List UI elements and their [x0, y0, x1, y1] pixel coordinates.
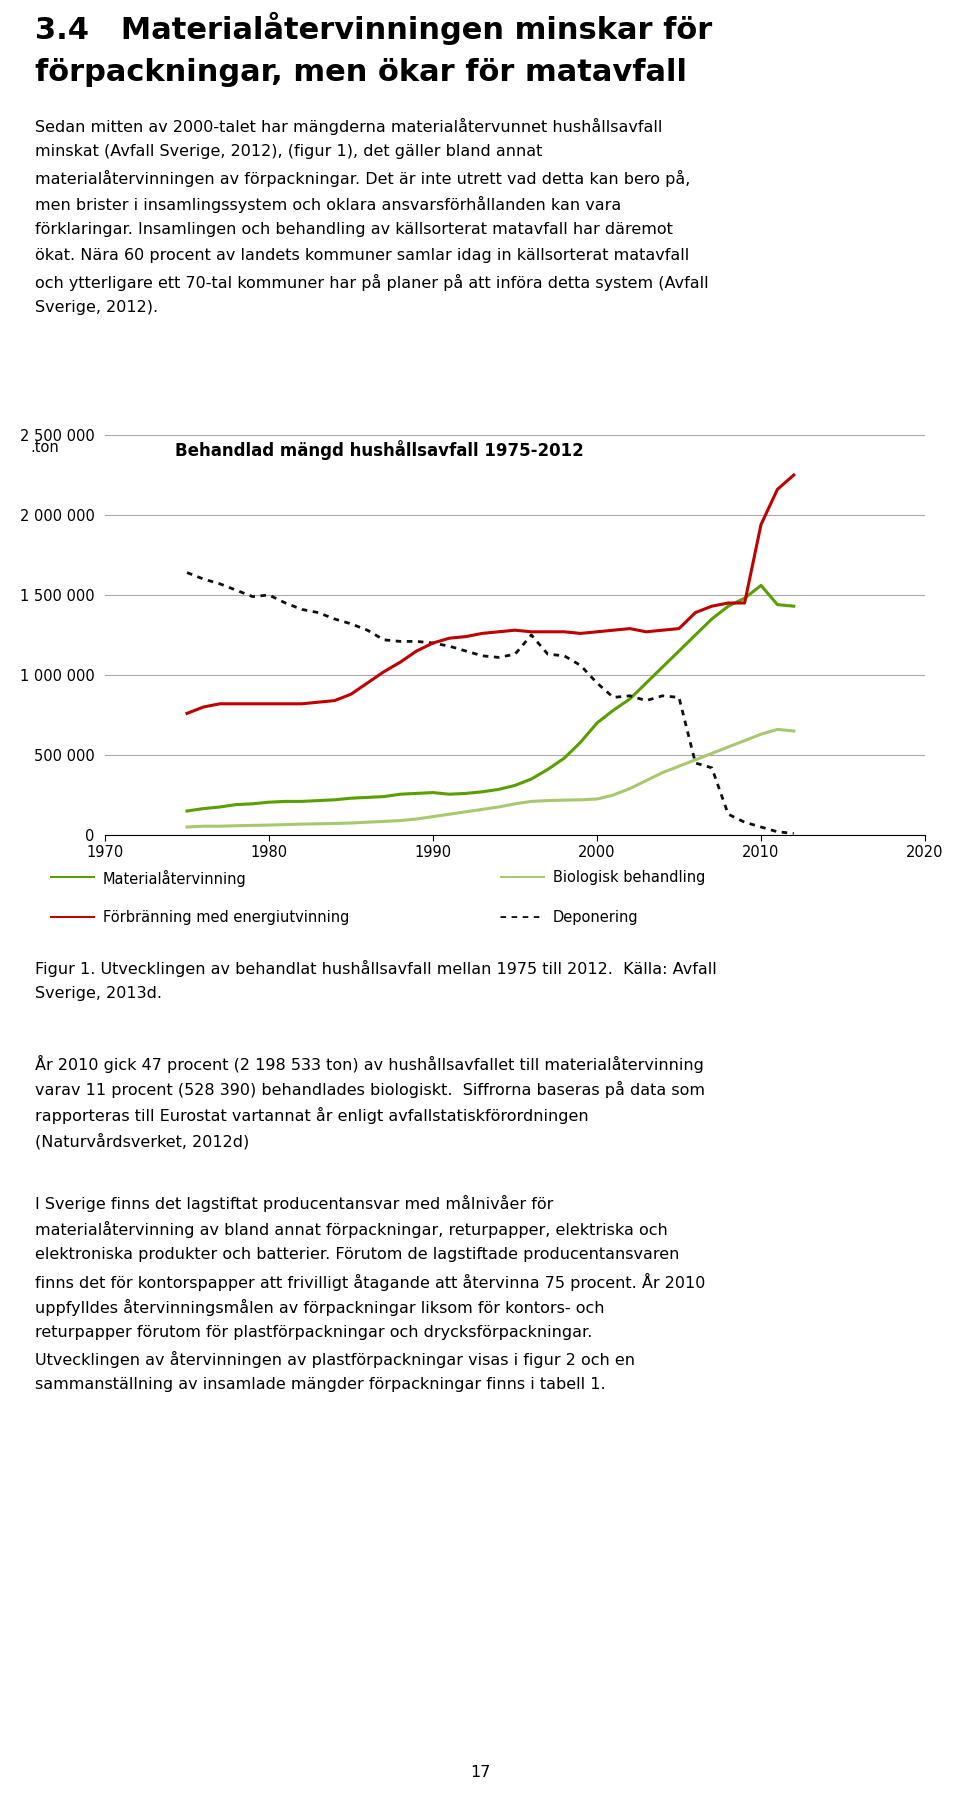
Text: sammanställning av insamlade mängder förpackningar finns i tabell 1.: sammanställning av insamlade mängder för… [35, 1377, 606, 1391]
Text: men brister i insamlingssystem och oklara ansvarsförhållanden kan vara: men brister i insamlingssystem och oklar… [35, 196, 621, 212]
Text: 17: 17 [469, 1766, 491, 1780]
Text: rapporteras till Eurostat vartannat år enligt avfallstatiskförordningen: rapporteras till Eurostat vartannat år e… [35, 1107, 588, 1123]
Text: 3.4   Materialåtervinningen minskar för: 3.4 Materialåtervinningen minskar för [35, 13, 712, 45]
Text: År 2010 gick 47 procent (2 198 533 ton) av hushållsavfallet till materialåtervin: År 2010 gick 47 procent (2 198 533 ton) … [35, 1055, 704, 1073]
Text: Sedan mitten av 2000-talet har mängderna materialåtervunnet hushållsavfall: Sedan mitten av 2000-talet har mängderna… [35, 119, 662, 135]
Text: Deponering: Deponering [553, 911, 638, 925]
Text: .ton: .ton [30, 439, 59, 455]
Text: (Naturvårdsverket, 2012d): (Naturvårdsverket, 2012d) [35, 1132, 250, 1150]
Text: uppfylldes återvinningsmålen av förpackningar liksom för kontors- och: uppfylldes återvinningsmålen av förpackn… [35, 1300, 605, 1316]
Text: Förbränning med energiutvinning: Förbränning med energiutvinning [103, 911, 349, 925]
Text: Figur 1. Utvecklingen av behandlat hushållsavfall mellan 1975 till 2012.  Källa:: Figur 1. Utvecklingen av behandlat hushå… [35, 959, 717, 977]
Text: förklaringar. Insamlingen och behandling av källsorterat matavfall har däremot: förklaringar. Insamlingen och behandling… [35, 221, 673, 238]
Text: finns det för kontorspapper att frivilligt åtagande att återvinna 75 procent. År: finns det för kontorspapper att frivilli… [35, 1273, 706, 1291]
Text: Sverige, 2012).: Sverige, 2012). [35, 301, 158, 315]
Text: varav 11 procent (528 390) behandlades biologiskt.  Siffrorna baseras på data so: varav 11 procent (528 390) behandlades b… [35, 1082, 705, 1098]
Text: Materialåtervinning: Materialåtervinning [103, 869, 247, 887]
Text: Behandlad mängd hushållsavfall 1975-2012: Behandlad mängd hushållsavfall 1975-2012 [175, 439, 584, 461]
Text: Sverige, 2013d.: Sverige, 2013d. [35, 986, 162, 1001]
Text: I Sverige finns det lagstiftat producentansvar med målnivåer för: I Sverige finns det lagstiftat producent… [35, 1195, 553, 1211]
Text: och ytterligare ett 70-tal kommuner har på planer på att införa detta system (Av: och ytterligare ett 70-tal kommuner har … [35, 274, 708, 292]
Text: ökat. Nära 60 procent av landets kommuner samlar idag in källsorterat matavfall: ökat. Nära 60 procent av landets kommune… [35, 248, 689, 263]
Text: Utvecklingen av återvinningen av plastförpackningar visas i figur 2 och en: Utvecklingen av återvinningen av plastfö… [35, 1352, 635, 1368]
Text: returpapper förutom för plastförpackningar och drycksförpackningar.: returpapper förutom för plastförpackning… [35, 1325, 592, 1339]
Text: Biologisk behandling: Biologisk behandling [553, 869, 706, 886]
Text: elektroniska produkter och batterier. Förutom de lagstiftade producentansvaren: elektroniska produkter och batterier. Fö… [35, 1247, 680, 1262]
Text: materialåtervinningen av förpackningar. Det är inte utrett vad detta kan bero på: materialåtervinningen av förpackningar. … [35, 169, 690, 187]
Text: materialåtervinning av bland annat förpackningar, returpapper, elektriska och: materialåtervinning av bland annat förpa… [35, 1220, 668, 1238]
Text: minskat (Avfall Sverige, 2012), (figur 1), det gäller bland annat: minskat (Avfall Sverige, 2012), (figur 1… [35, 144, 542, 158]
Text: förpackningar, men ökar för matavfall: förpackningar, men ökar för matavfall [35, 58, 687, 86]
